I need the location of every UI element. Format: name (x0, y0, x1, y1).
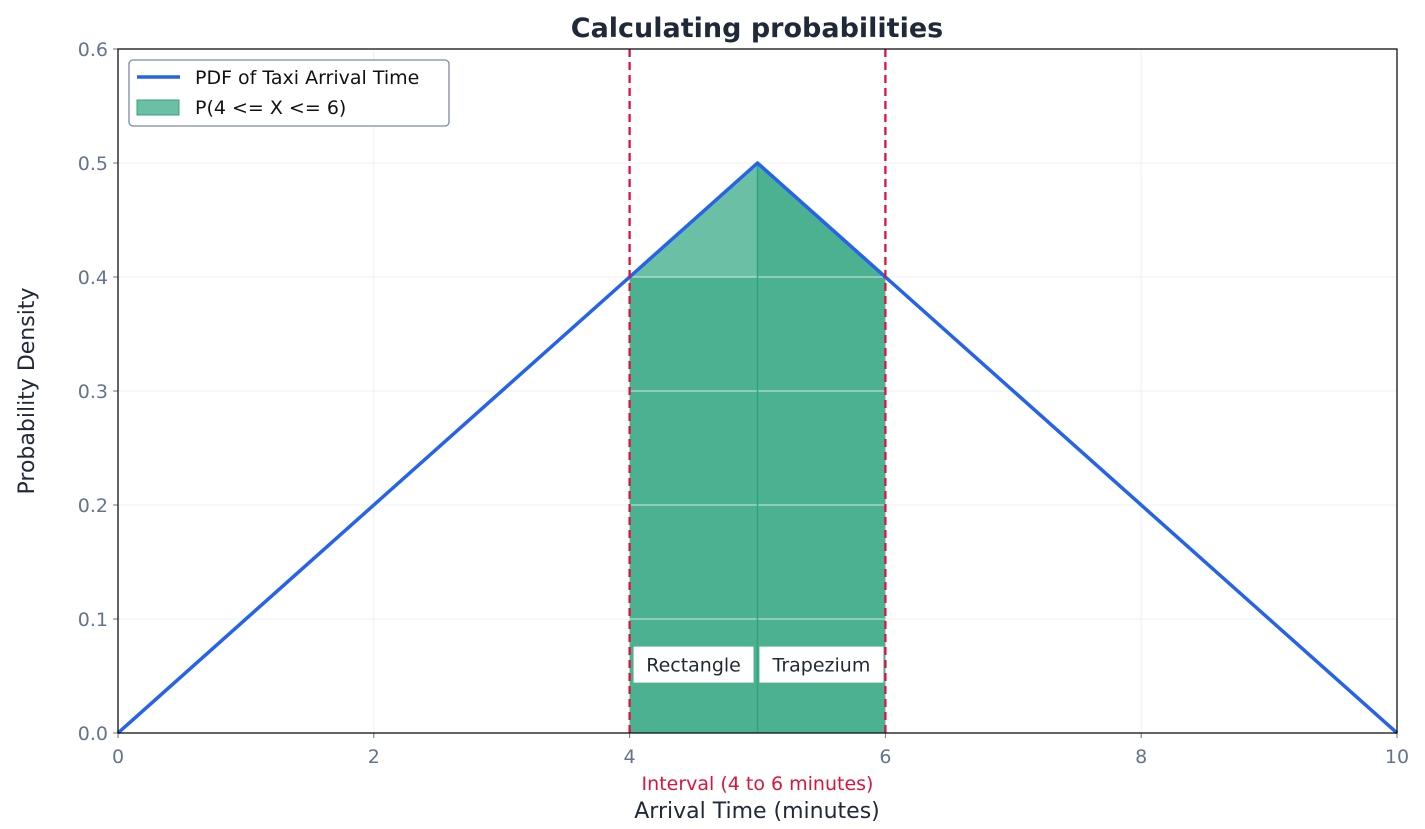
y-tick-label: 0.4 (78, 267, 108, 289)
plot-frame (117, 48, 1398, 734)
annotation-rectangle: Rectangle (646, 655, 741, 677)
y-tick-label: 0.6 (78, 39, 108, 61)
x-tick-label: 6 (879, 746, 891, 768)
x-tick-label: 10 (1385, 746, 1409, 768)
y-tick-label: 0.5 (78, 153, 108, 175)
y-axis-label: Probability Density (15, 288, 40, 495)
x-tick-label: 2 (368, 746, 380, 768)
chart-title: Calculating probabilities (571, 13, 943, 44)
legend-label-pdf: PDF of Taxi Arrival Time (195, 67, 419, 89)
x-tick-label: 0 (112, 746, 124, 768)
annotation-trapezium: Trapezium (772, 655, 871, 677)
x-tick-label: 8 (1135, 746, 1147, 768)
interval-annotation: Interval (4 to 6 minutes) (642, 773, 874, 795)
legend: PDF of Taxi Arrival Time P(4 <= X <= 6) (128, 59, 450, 127)
y-tick-label: 0.2 (78, 495, 108, 517)
legend-label-area: P(4 <= X <= 6) (195, 97, 346, 119)
y-tick-label: 0.1 (78, 609, 108, 631)
x-tick-label: 4 (624, 746, 636, 768)
x-axis-label: Arrival Time (minutes) (634, 799, 880, 824)
y-tick-label: 0.0 (78, 723, 108, 745)
legend-area-swatch (136, 99, 180, 116)
annotation-box (759, 646, 884, 683)
annotation-box (633, 646, 754, 683)
pdf-line (116, 161, 1399, 735)
y-tick-label: 0.3 (78, 381, 108, 403)
